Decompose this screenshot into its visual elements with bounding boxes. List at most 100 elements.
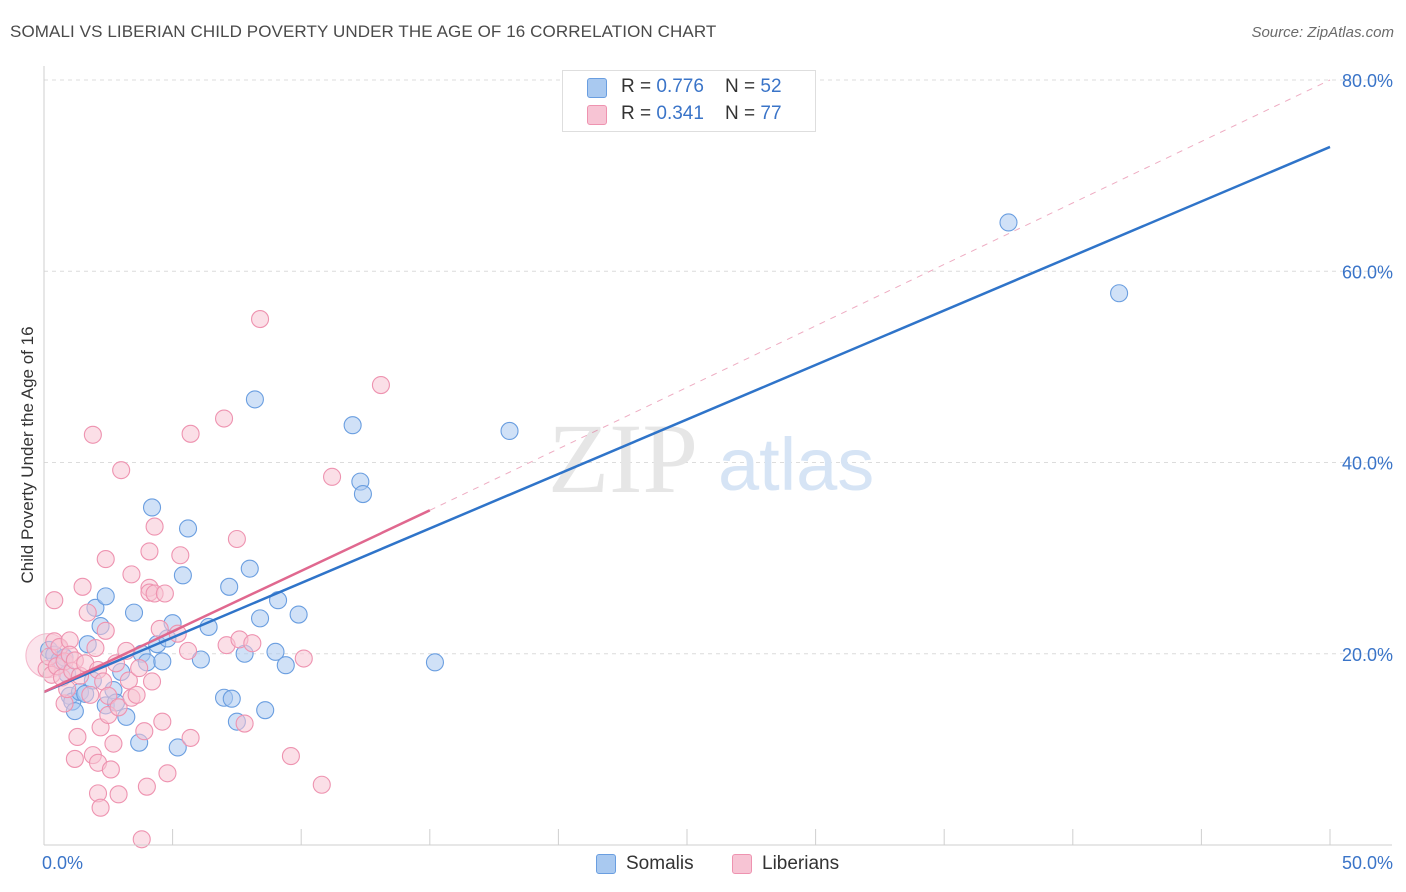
somali-point bbox=[240, 559, 259, 578]
liberian-point bbox=[171, 546, 190, 565]
watermark-atlas: atlas bbox=[718, 423, 874, 506]
somali-point bbox=[124, 603, 144, 622]
somali-point bbox=[256, 701, 275, 720]
liberian-point bbox=[86, 638, 105, 658]
somali-point bbox=[266, 642, 285, 661]
somali-point bbox=[178, 519, 198, 538]
liberian-point bbox=[119, 671, 138, 690]
liberian-trend-line bbox=[43, 509, 431, 694]
liberian-point bbox=[130, 659, 149, 678]
somali-point bbox=[168, 738, 187, 757]
source-label: Source: ZipAtlas.com bbox=[1251, 24, 1394, 41]
bottom-legend-swatch-somalis bbox=[596, 854, 616, 874]
liberian-point bbox=[214, 409, 234, 428]
liberian-point bbox=[178, 641, 198, 660]
legend-n-label: N = bbox=[725, 76, 761, 97]
axis-layer: 20.0% 40.0% 60.0% 80.0% 0.0% 50.0% Child Pover… bbox=[18, 66, 1393, 873]
bottom-legend-label-liberians: Liberians bbox=[762, 853, 840, 874]
liberian-point bbox=[235, 714, 254, 733]
liberian-point bbox=[227, 529, 246, 549]
liberian-point bbox=[109, 698, 128, 717]
somali-point bbox=[500, 421, 519, 440]
liberian-point bbox=[132, 830, 151, 849]
bottom-legend-swatch-liberians bbox=[732, 854, 752, 874]
y-axis-title: Child Poverty Under the Age of 16 bbox=[18, 326, 37, 583]
legend-r-label: R = bbox=[621, 76, 657, 97]
liberian-point bbox=[145, 517, 164, 536]
liberian-point bbox=[96, 550, 115, 569]
somali-point bbox=[220, 577, 239, 596]
somali-point bbox=[173, 566, 192, 585]
liberian-point bbox=[99, 686, 118, 705]
somali-point bbox=[1110, 284, 1129, 303]
liberian-point bbox=[250, 310, 270, 329]
liberian-point bbox=[96, 621, 115, 640]
liberian-point bbox=[155, 584, 174, 603]
liberian-trend-extension bbox=[429, 79, 1331, 511]
legend-n-value: 77 bbox=[760, 103, 782, 124]
stats-legend: R = 0.776 N = 52 R = 0.341 N = 77 bbox=[562, 70, 816, 132]
liberian-point bbox=[65, 749, 84, 768]
somali-point bbox=[245, 390, 264, 409]
somali-trend-line bbox=[43, 145, 1331, 694]
legend-n-label: N = bbox=[725, 103, 761, 124]
liberian-point bbox=[312, 775, 331, 794]
somali-point bbox=[222, 689, 241, 708]
liberian-point bbox=[243, 634, 262, 653]
x-tick-label: 50.0% bbox=[1342, 853, 1393, 873]
legend-n-value: 52 bbox=[760, 76, 782, 97]
liberian-point bbox=[112, 461, 131, 480]
liberian-point bbox=[78, 603, 97, 622]
liberian-point bbox=[101, 760, 120, 779]
legend-r-label: R = bbox=[621, 103, 657, 124]
liberian-point bbox=[135, 722, 154, 741]
somali-point bbox=[191, 650, 210, 669]
liberian-point bbox=[181, 728, 200, 747]
somali-point bbox=[153, 652, 172, 671]
bottom-legend-label-somalis: Somalis bbox=[626, 853, 694, 874]
liberian-point bbox=[127, 685, 146, 704]
somali-point bbox=[353, 485, 372, 504]
legend-r-value: 0.776 bbox=[656, 76, 704, 97]
legend-swatch-liberians bbox=[587, 105, 607, 125]
liberian-point bbox=[281, 747, 300, 766]
chart-title: SOMALI VS LIBERIAN CHILD POVERTY UNDER T… bbox=[10, 22, 717, 41]
liberian-point bbox=[323, 467, 342, 486]
liberian-point bbox=[45, 591, 64, 610]
liberian-point bbox=[104, 734, 123, 753]
legend-swatch-somalis bbox=[587, 78, 607, 98]
somali-point bbox=[250, 609, 270, 628]
y-tick-label: 60.0% bbox=[1342, 262, 1393, 282]
somali-point bbox=[343, 416, 362, 435]
liberian-point bbox=[91, 798, 110, 817]
liberian-point bbox=[371, 375, 390, 395]
somali-point bbox=[425, 653, 444, 672]
somali-point bbox=[142, 498, 162, 517]
legend-r-value: 0.341 bbox=[656, 103, 704, 124]
points-layer bbox=[25, 213, 1129, 849]
liberian-point bbox=[83, 425, 102, 444]
somali-point bbox=[289, 605, 308, 624]
trend-lines-layer bbox=[43, 79, 1331, 694]
liberian-point bbox=[68, 727, 87, 746]
liberian-point bbox=[109, 785, 128, 804]
liberian-point bbox=[122, 565, 141, 584]
liberian-point bbox=[181, 424, 200, 443]
somali-point bbox=[999, 213, 1018, 232]
liberian-point bbox=[140, 542, 159, 561]
somali-point bbox=[96, 587, 115, 606]
y-tick-label: 40.0% bbox=[1342, 454, 1393, 474]
watermark: ZIP atlas bbox=[548, 403, 874, 514]
liberian-point bbox=[142, 672, 162, 691]
liberian-point bbox=[137, 777, 156, 796]
liberian-point bbox=[153, 712, 172, 731]
watermark-zip: ZIP bbox=[548, 403, 698, 514]
somali-point bbox=[276, 656, 295, 675]
y-tick-label: 20.0% bbox=[1342, 645, 1393, 665]
liberian-point bbox=[81, 685, 100, 704]
liberian-point bbox=[158, 764, 177, 783]
x-tick-label: 0.0% bbox=[42, 853, 83, 873]
y-tick-label: 80.0% bbox=[1342, 71, 1393, 91]
liberian-point bbox=[73, 577, 92, 596]
